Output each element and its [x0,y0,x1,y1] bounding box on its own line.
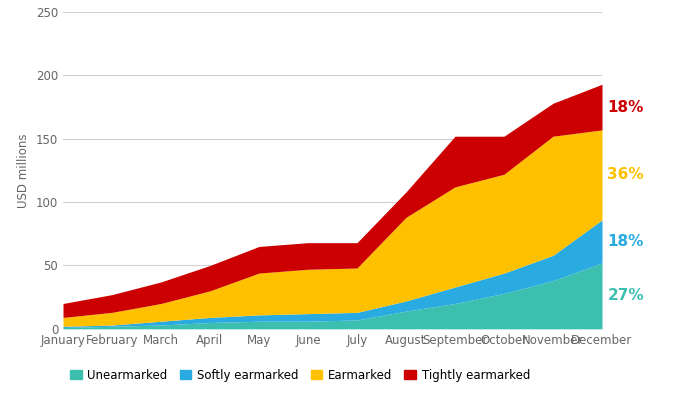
Legend: Unearmarked, Softly earmarked, Earmarked, Tightly earmarked: Unearmarked, Softly earmarked, Earmarked… [65,364,536,386]
Text: 18%: 18% [608,234,644,249]
Text: 27%: 27% [608,288,644,304]
Text: 36%: 36% [608,167,644,182]
Text: 18%: 18% [608,99,644,115]
Y-axis label: USD millions: USD millions [18,133,30,208]
